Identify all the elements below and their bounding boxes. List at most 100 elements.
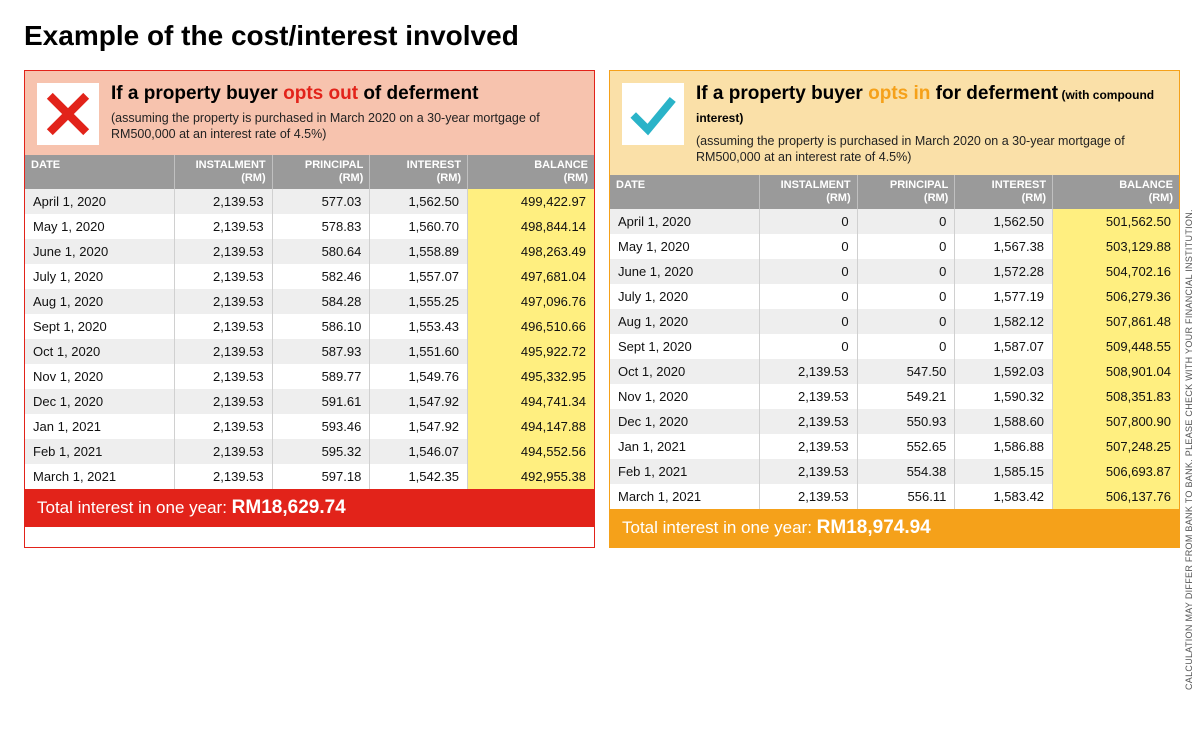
value-cell: 1,583.42	[955, 484, 1053, 509]
table-row: March 1, 20212,139.53556.111,583.42506,1…	[610, 484, 1179, 509]
total-interest-bar: Total interest in one year: RM18,629.74	[25, 489, 594, 527]
balance-cell: 507,248.25	[1053, 434, 1179, 459]
value-cell: 1,547.92	[370, 389, 468, 414]
value-cell: 1,549.76	[370, 364, 468, 389]
date-cell: June 1, 2020	[25, 239, 174, 264]
value-cell: 1,557.07	[370, 264, 468, 289]
value-cell: 1,572.28	[955, 259, 1053, 284]
cross-icon	[37, 83, 99, 145]
table-row: May 1, 2020001,567.38503,129.88	[610, 234, 1179, 259]
value-cell: 1,542.35	[370, 464, 468, 489]
column-header: INSTALMENT(RM)	[174, 155, 272, 189]
date-cell: Aug 1, 2020	[25, 289, 174, 314]
value-cell: 554.38	[857, 459, 955, 484]
value-cell: 0	[857, 309, 955, 334]
balance-cell: 506,279.36	[1053, 284, 1179, 309]
value-cell: 1,546.07	[370, 439, 468, 464]
date-cell: March 1, 2021	[610, 484, 759, 509]
value-cell: 1,562.50	[955, 209, 1053, 234]
date-cell: Nov 1, 2020	[610, 384, 759, 409]
column-header: PRINCIPAL(RM)	[857, 175, 955, 209]
value-cell: 549.21	[857, 384, 955, 409]
panel-subtitle: (assuming the property is purchased in M…	[696, 133, 1167, 166]
balance-cell: 507,861.48	[1053, 309, 1179, 334]
value-cell: 0	[759, 209, 857, 234]
date-cell: Oct 1, 2020	[25, 339, 174, 364]
value-cell: 2,139.53	[174, 289, 272, 314]
table-header-row: DATEINSTALMENT(RM)PRINCIPAL(RM)INTEREST(…	[610, 175, 1179, 209]
balance-cell: 495,332.95	[468, 364, 594, 389]
value-cell: 2,139.53	[759, 459, 857, 484]
value-cell: 0	[857, 284, 955, 309]
value-cell: 1,567.38	[955, 234, 1053, 259]
value-cell: 2,139.53	[174, 339, 272, 364]
value-cell: 1,562.50	[370, 189, 468, 214]
value-cell: 589.77	[272, 364, 370, 389]
value-cell: 2,139.53	[759, 384, 857, 409]
value-cell: 2,139.53	[759, 409, 857, 434]
table-row: Jan 1, 20212,139.53552.651,586.88507,248…	[610, 434, 1179, 459]
table-row: June 1, 2020001,572.28504,702.16	[610, 259, 1179, 284]
value-cell: 1,592.03	[955, 359, 1053, 384]
footer-amount: RM18,629.74	[232, 497, 346, 518]
date-cell: April 1, 2020	[25, 189, 174, 214]
date-cell: Dec 1, 2020	[610, 409, 759, 434]
panel-subtitle: (assuming the property is purchased in M…	[111, 110, 582, 143]
date-cell: May 1, 2020	[610, 234, 759, 259]
balance-cell: 495,922.72	[468, 339, 594, 364]
date-cell: Jan 1, 2021	[25, 414, 174, 439]
footer-label: Total interest in one year:	[37, 498, 232, 517]
value-cell: 0	[857, 259, 955, 284]
date-cell: July 1, 2020	[25, 264, 174, 289]
date-cell: Sept 1, 2020	[610, 334, 759, 359]
value-cell: 1,585.15	[955, 459, 1053, 484]
balance-cell: 506,137.76	[1053, 484, 1179, 509]
value-cell: 0	[759, 284, 857, 309]
value-cell: 2,139.53	[174, 189, 272, 214]
value-cell: 1,590.32	[955, 384, 1053, 409]
value-cell: 582.46	[272, 264, 370, 289]
table-row: Aug 1, 20202,139.53584.281,555.25497,096…	[25, 289, 594, 314]
date-cell: March 1, 2021	[25, 464, 174, 489]
balance-cell: 497,096.76	[468, 289, 594, 314]
balance-cell: 507,800.90	[1053, 409, 1179, 434]
value-cell: 595.32	[272, 439, 370, 464]
disclaimer-note: CALCULATION MAY DIFFER FROM BANK TO BANK…	[1184, 90, 1194, 690]
value-cell: 593.46	[272, 414, 370, 439]
footer-amount: RM18,974.94	[817, 517, 931, 538]
value-cell: 0	[759, 234, 857, 259]
value-cell: 584.28	[272, 289, 370, 314]
value-cell: 0	[857, 209, 955, 234]
value-cell: 556.11	[857, 484, 955, 509]
date-cell: June 1, 2020	[610, 259, 759, 284]
value-cell: 2,139.53	[174, 414, 272, 439]
balance-cell: 503,129.88	[1053, 234, 1179, 259]
table-row: Nov 1, 20202,139.53589.771,549.76495,332…	[25, 364, 594, 389]
panel-header: If a property buyer opts in for defermen…	[610, 71, 1179, 175]
date-cell: Feb 1, 2021	[25, 439, 174, 464]
value-cell: 0	[857, 234, 955, 259]
table-row: July 1, 20202,139.53582.461,557.07497,68…	[25, 264, 594, 289]
column-header: INSTALMENT(RM)	[759, 175, 857, 209]
amortization-table: DATEINSTALMENT(RM)PRINCIPAL(RM)INTEREST(…	[25, 155, 594, 489]
balance-cell: 497,681.04	[468, 264, 594, 289]
balance-cell: 506,693.87	[1053, 459, 1179, 484]
table-row: Dec 1, 20202,139.53591.611,547.92494,741…	[25, 389, 594, 414]
value-cell: 1,582.12	[955, 309, 1053, 334]
date-cell: Jan 1, 2021	[610, 434, 759, 459]
column-header: INTEREST(RM)	[955, 175, 1053, 209]
value-cell: 2,139.53	[174, 214, 272, 239]
page-title: Example of the cost/interest involved	[24, 20, 1180, 52]
date-cell: Aug 1, 2020	[610, 309, 759, 334]
date-cell: Nov 1, 2020	[25, 364, 174, 389]
value-cell: 2,139.53	[759, 359, 857, 384]
amortization-table: DATEINSTALMENT(RM)PRINCIPAL(RM)INTEREST(…	[610, 175, 1179, 509]
value-cell: 587.93	[272, 339, 370, 364]
value-cell: 597.18	[272, 464, 370, 489]
balance-cell: 508,351.83	[1053, 384, 1179, 409]
value-cell: 1,587.07	[955, 334, 1053, 359]
panel-title: If a property buyer opts in for defermen…	[696, 83, 1167, 129]
table-row: Sept 1, 2020001,587.07509,448.55	[610, 334, 1179, 359]
value-cell: 1,551.60	[370, 339, 468, 364]
title-accent: opts in	[868, 83, 930, 104]
